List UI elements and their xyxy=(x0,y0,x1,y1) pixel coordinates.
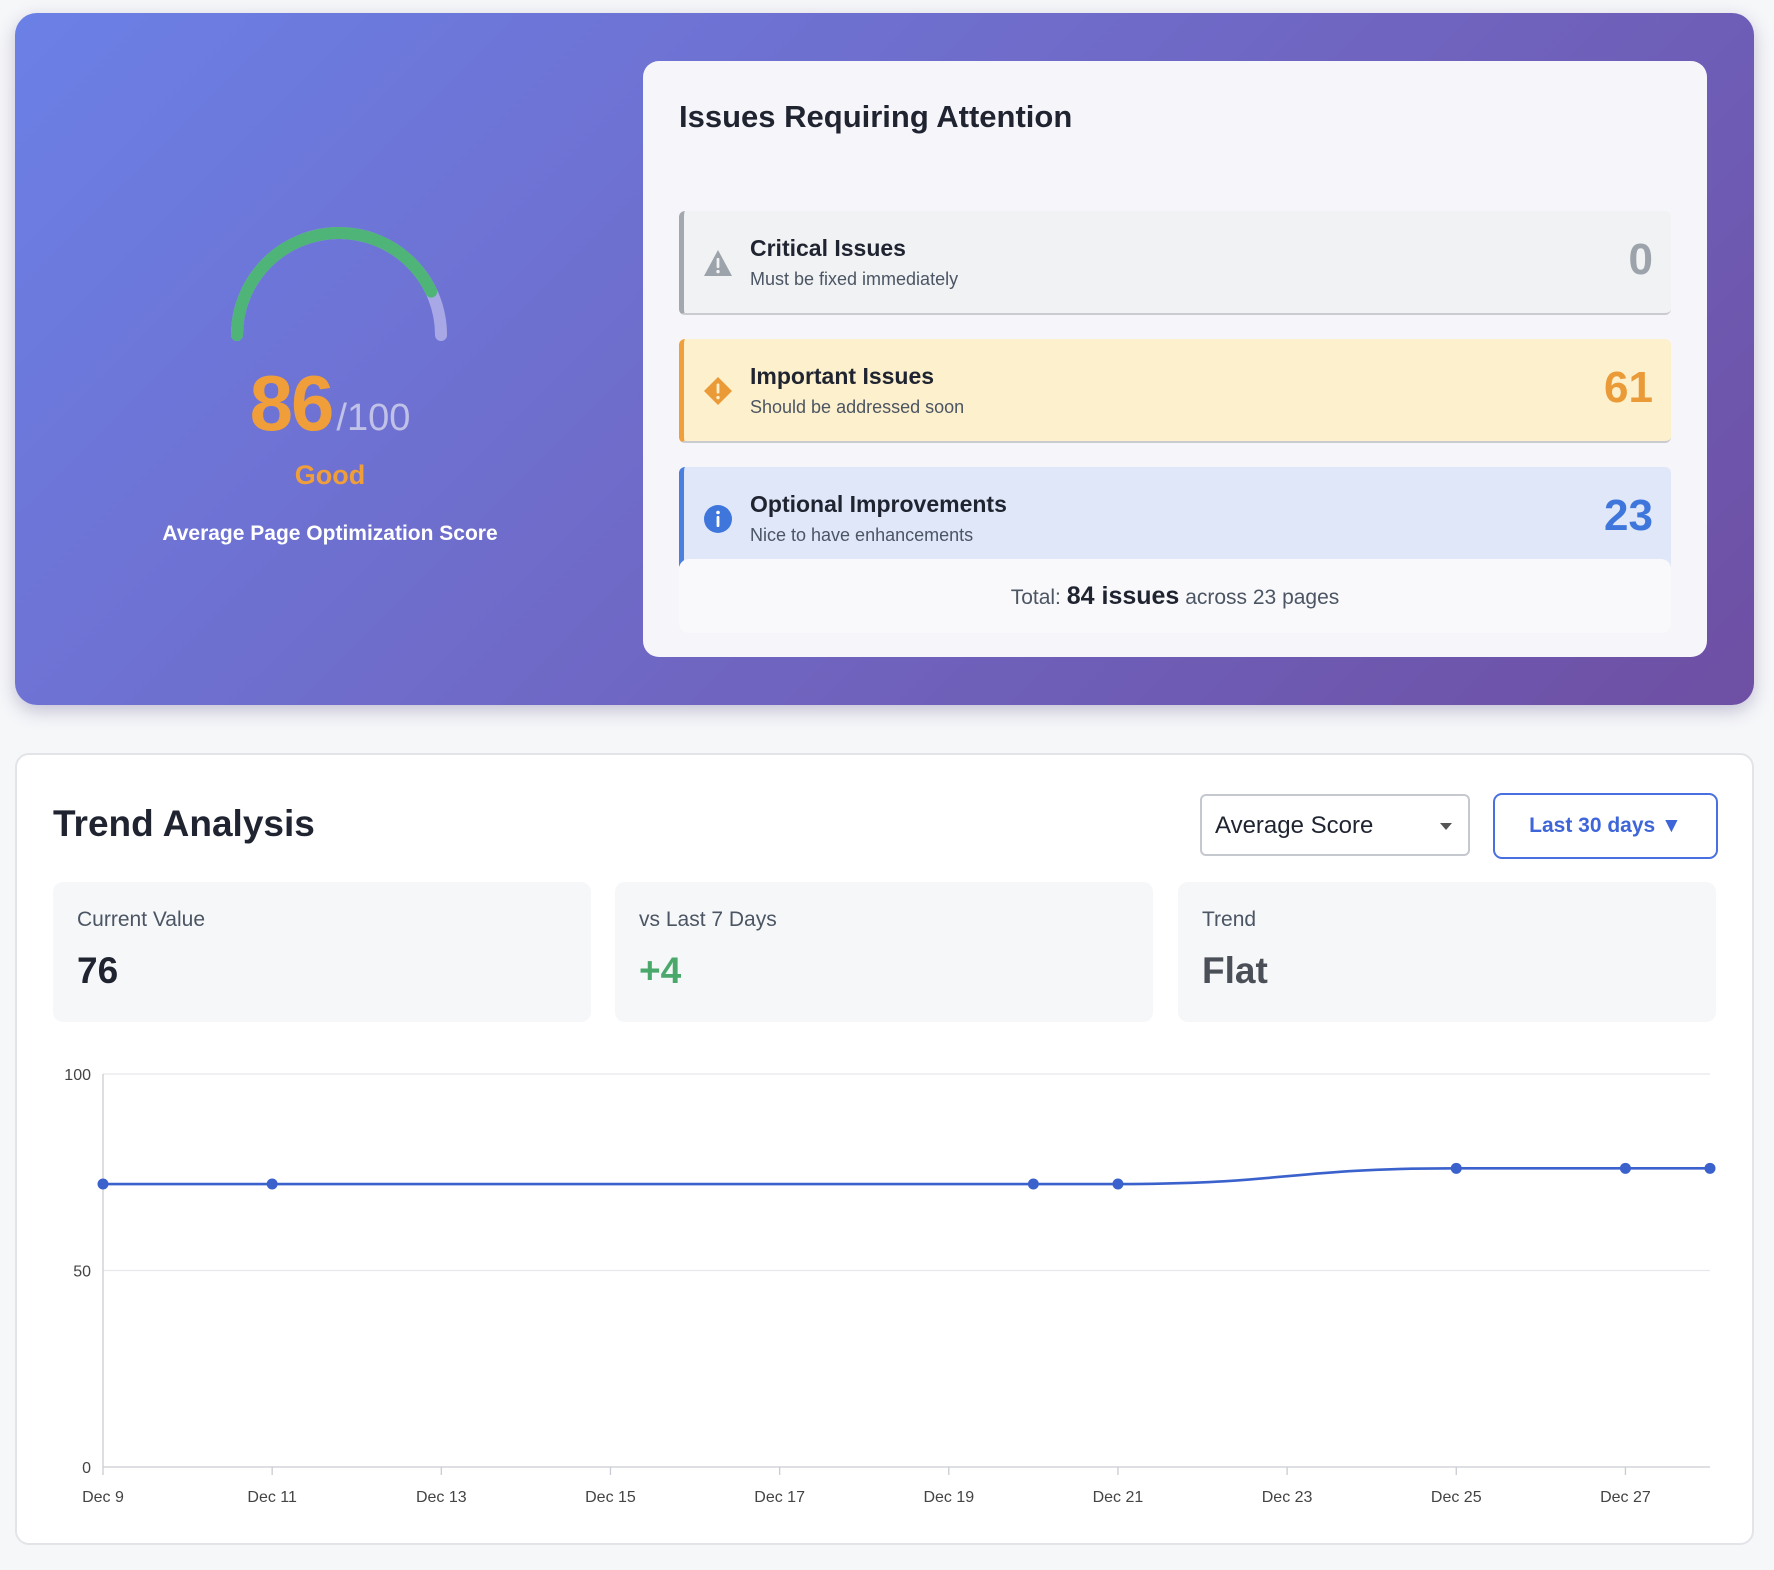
issues-title: Issues Requiring Attention xyxy=(679,99,1073,134)
stat-value: +4 xyxy=(639,950,682,991)
x-tick-label: Dec 19 xyxy=(923,1489,974,1506)
issue-label: Critical Issues xyxy=(750,235,906,261)
issue-label: Important Issues xyxy=(750,363,935,389)
data-point xyxy=(1450,1162,1462,1174)
issue-row-critical[interactable]: Critical Issues Must be fixed immediatel… xyxy=(679,211,1671,315)
score-overview-panel: 86/100 Good Average Page Optimization Sc… xyxy=(15,13,1754,705)
warning-diamond-icon xyxy=(704,377,732,405)
score-value: 86 xyxy=(249,359,335,447)
score-readout: 86/100 xyxy=(15,358,645,449)
issue-count: 23 xyxy=(1604,491,1653,540)
data-point xyxy=(97,1178,109,1190)
x-tick-label: Dec 23 xyxy=(1262,1489,1313,1506)
x-tick-label: Dec 9 xyxy=(82,1489,124,1506)
x-tick-label: Dec 15 xyxy=(585,1489,636,1506)
issues-total-count: 84 issues xyxy=(1066,582,1180,610)
issues-card: Issues Requiring Attention Critical Issu… xyxy=(643,61,1707,657)
data-point xyxy=(266,1178,278,1190)
issue-count: 61 xyxy=(1604,363,1653,412)
score-caption: Average Page Optimization Score xyxy=(162,522,498,545)
stat-label: Current Value xyxy=(77,908,206,931)
x-tick-label: Dec 13 xyxy=(416,1489,467,1506)
stat-value: Flat xyxy=(1202,950,1268,991)
issues-total: Total: 84 issues across 23 pages xyxy=(679,559,1671,633)
x-tick-label: Dec 11 xyxy=(247,1489,297,1506)
x-tick-label: Dec 27 xyxy=(1600,1489,1651,1506)
x-tick-label: Dec 17 xyxy=(754,1489,805,1506)
caret-down-icon xyxy=(1440,823,1452,830)
data-point xyxy=(1704,1162,1716,1174)
issue-label: Optional Improvements xyxy=(750,491,1007,517)
gauge-track xyxy=(231,227,447,341)
score-gauge-area: 86/100 Good Average Page Optimization Sc… xyxy=(15,13,645,705)
warning-triangle-icon xyxy=(704,250,732,276)
stat-label: vs Last 7 Days xyxy=(639,908,777,931)
x-tick-label: Dec 21 xyxy=(1093,1489,1144,1506)
metric-select[interactable]: Average Score xyxy=(1200,794,1470,856)
trend-line-chart: 0 50 100 Dec 9 Dec 11 Dec 13 Dec 15 Dec 17 Dec 1… xyxy=(64,1067,1716,1506)
stat-value: 76 xyxy=(77,950,119,991)
score-rating: Good xyxy=(294,460,366,490)
y-tick-label: 0 xyxy=(82,1460,91,1477)
date-range-button[interactable]: Last 30 days ▼ xyxy=(1493,793,1718,859)
stat-label: Trend xyxy=(1202,908,1257,931)
gauge-fill xyxy=(231,227,438,341)
stat-card-current-value: Current Value 76 xyxy=(53,882,591,1022)
data-point xyxy=(1112,1178,1124,1190)
y-tick-label: 50 xyxy=(73,1264,91,1281)
y-tick-label: 100 xyxy=(64,1067,91,1084)
data-point xyxy=(1619,1162,1631,1174)
x-tick-label: Dec 25 xyxy=(1431,1489,1482,1506)
issue-description: Should be addressed soon xyxy=(750,397,965,417)
stat-card-vs-last-7-days: vs Last 7 Days +4 xyxy=(615,882,1153,1022)
info-circle-icon xyxy=(704,505,732,533)
issue-row-optional[interactable]: Optional Improvements Nice to have enhan… xyxy=(679,467,1671,571)
issue-description: Nice to have enhancements xyxy=(750,525,974,545)
issue-description: Must be fixed immediately xyxy=(750,269,959,289)
score-max: /100 xyxy=(336,397,411,439)
issue-count: 0 xyxy=(1628,235,1653,284)
issues-total-prefix: Total: xyxy=(1010,586,1061,609)
metric-select-value: Average Score xyxy=(1215,812,1374,839)
trend-analysis-panel: Trend Analysis Average Score Last 30 day… xyxy=(15,753,1754,1545)
data-point xyxy=(1027,1178,1039,1190)
score-gauge xyxy=(231,227,447,341)
series-line xyxy=(103,1167,1710,1186)
trend-title: Trend Analysis xyxy=(53,803,315,844)
issue-row-important[interactable]: Important Issues Should be addressed soo… xyxy=(679,339,1671,443)
stat-card-trend: Trend Flat xyxy=(1178,882,1716,1022)
issues-total-suffix: across 23 pages xyxy=(1185,586,1340,609)
